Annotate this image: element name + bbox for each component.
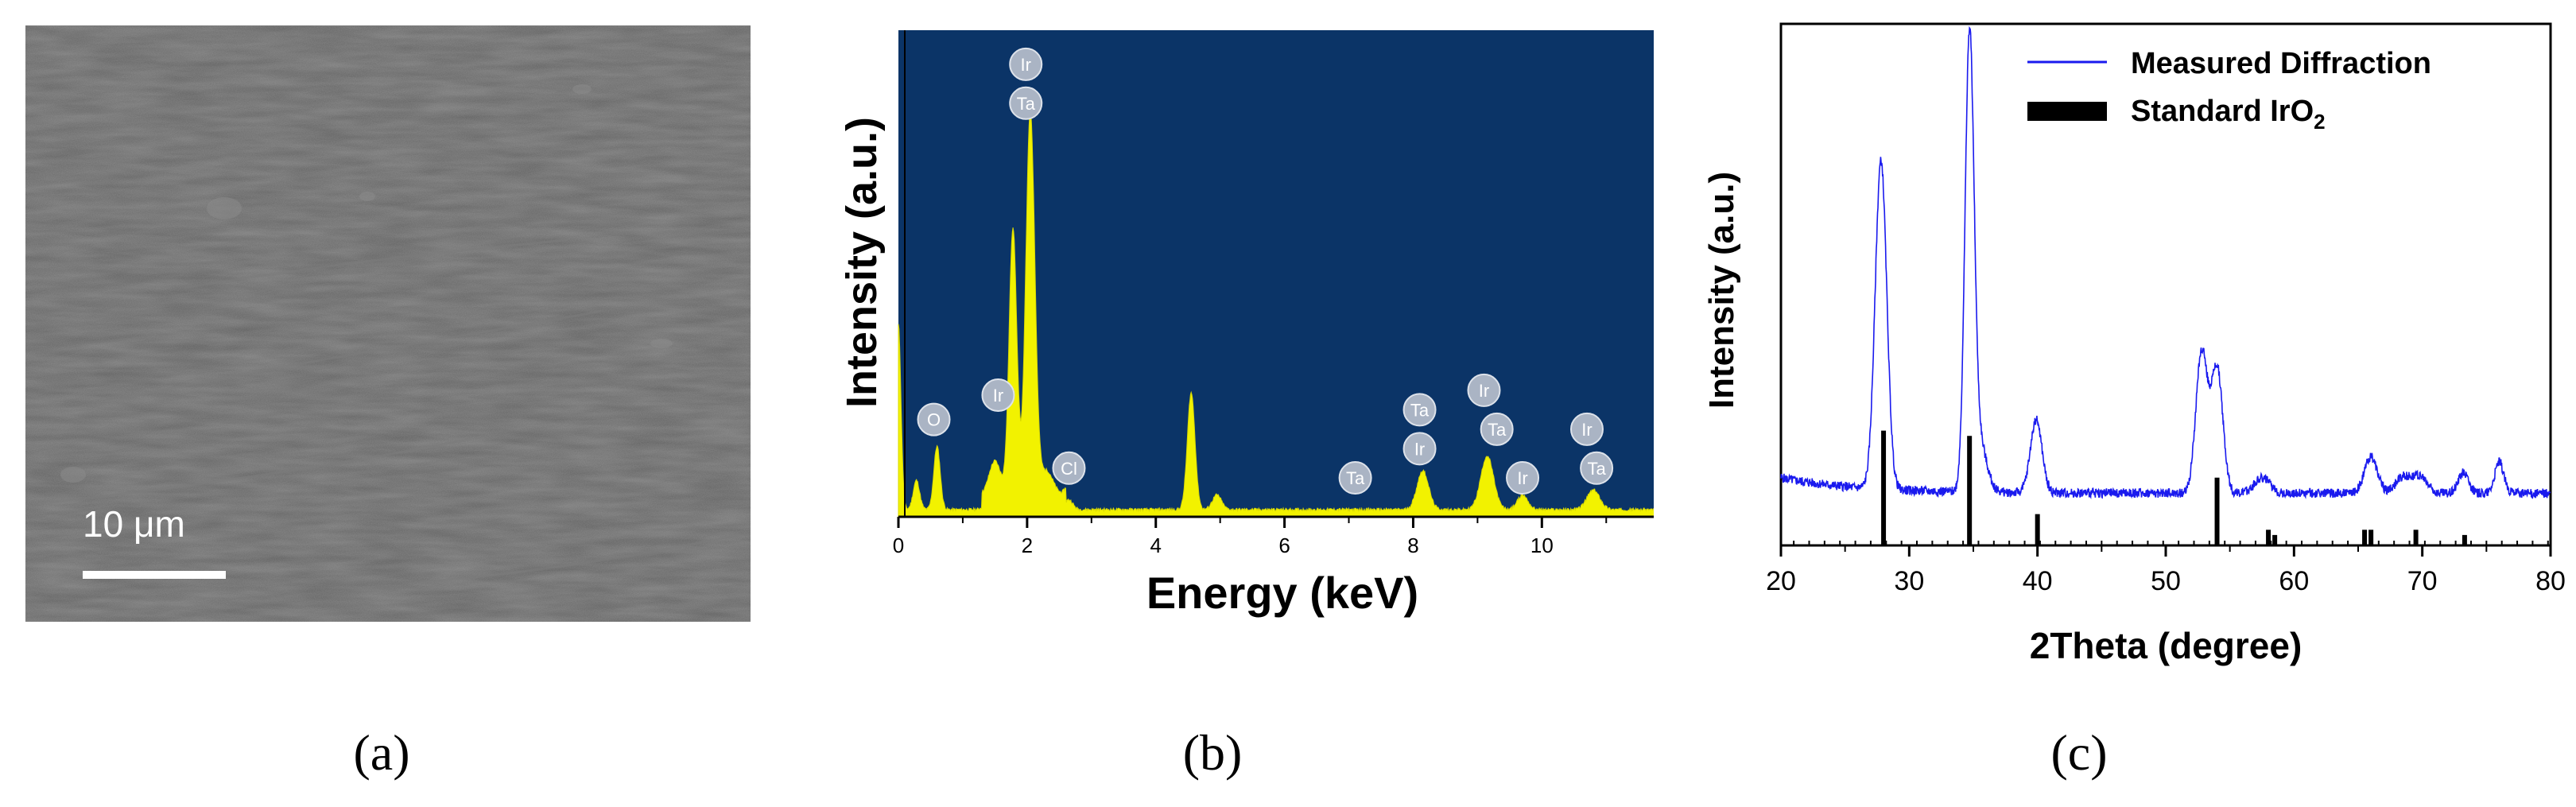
- eds-label-circle: [1052, 451, 1086, 485]
- eds-label-circle: [1338, 461, 1372, 495]
- eds-element-label: Ta: [1402, 393, 1437, 427]
- eds-label-circle: [1580, 451, 1614, 485]
- eds-label-text: Ir: [1581, 420, 1592, 440]
- eds-label-text: Ta: [1488, 420, 1507, 440]
- eds-label-circle: [1467, 373, 1501, 407]
- scale-bar: [83, 571, 226, 579]
- eds-label-text: Ta: [1017, 94, 1036, 114]
- eds-label-text: Ir: [1414, 439, 1425, 459]
- xrd-y-axis-label: Intensity (a.u.): [1702, 172, 1741, 409]
- eds-label-text: Ir: [1517, 468, 1527, 488]
- eds-label-circle: [1569, 412, 1604, 446]
- eds-label-text: Ta: [1587, 459, 1606, 479]
- eds-element-label: Ir: [1467, 373, 1501, 407]
- eds-x-tick-label: 8: [1407, 533, 1418, 557]
- eds-x-tick-label: 10: [1530, 533, 1554, 557]
- xrd-x-tick-label: 80: [2535, 566, 2566, 596]
- scale-bar-label: 10 μm: [83, 503, 185, 545]
- eds-element-label: Ta: [1009, 86, 1043, 120]
- sem-texture: [25, 25, 751, 622]
- eds-label-circle: [1402, 393, 1437, 427]
- legend-label-standard: Standard IrO2: [2131, 95, 2326, 134]
- eds-element-label: Ta: [1338, 461, 1372, 495]
- eds-label-circle: [1402, 432, 1437, 466]
- xrd-x-tick-label: 50: [2151, 566, 2181, 596]
- caption-b: (b): [1182, 724, 1243, 781]
- xrd-x-tick-label: 60: [2279, 566, 2309, 596]
- eds-x-tick-label: 4: [1150, 533, 1161, 557]
- eds-label-text: Ta: [1346, 468, 1365, 488]
- eds-label-circle: [1506, 461, 1540, 495]
- eds-label-text: Cl: [1061, 459, 1077, 479]
- xrd-x-tick-label: 40: [2023, 566, 2053, 596]
- eds-element-label: Ir: [1009, 47, 1043, 81]
- eds-label-text: Ta: [1410, 400, 1430, 420]
- eds-spectrum-area: [898, 109, 1654, 518]
- eds-label-circle: [1480, 412, 1514, 446]
- eds-element-label: O: [917, 402, 951, 436]
- legend-label-standard-sub: 2: [2314, 110, 2325, 134]
- eds-element-label: Ta: [1480, 412, 1514, 446]
- eds-label-circle: [917, 402, 951, 436]
- eds-label-circle: [981, 378, 1015, 412]
- eds-label-circle: [1009, 47, 1043, 81]
- legend-label-measured: Measured Diffraction: [2131, 47, 2431, 80]
- eds-element-label: Ir: [1569, 412, 1604, 446]
- xrd-marks: [1780, 25, 2551, 545]
- eds-label-circle: [1009, 86, 1043, 120]
- eds-marks: O Ir Ir Ta Cl Ta Ta Ir Ir Ta Ir Ir Ta: [898, 30, 1654, 518]
- xrd-plot-frame: [1779, 22, 2552, 547]
- eds-x-tick-label: 6: [1278, 533, 1290, 557]
- eds-y-axis-label: Intensity (a.u.): [838, 117, 886, 408]
- legend-swatch-standard: [2027, 102, 2107, 121]
- xrd-legend: Measured Diffraction Standard IrO2: [2027, 47, 2431, 134]
- eds-label-text: Ir: [1021, 55, 1031, 75]
- eds-label-text: O: [927, 410, 941, 430]
- eds-x-tick-label: 2: [1022, 533, 1033, 557]
- eds-label-text: Ir: [993, 386, 1003, 405]
- xrd-x-tick-label: 20: [1766, 566, 1796, 596]
- eds-element-label: Cl: [1052, 451, 1086, 485]
- xrd-x-axis-label: 2Theta (degree): [2030, 625, 2302, 666]
- eds-ticks: 0 2 4 6 8 10: [893, 517, 1608, 557]
- xrd-ticks: 20 30 40 50 60 70 80: [1766, 545, 2566, 596]
- caption-c: (c): [2050, 724, 2108, 781]
- xrd-measured-line: [1780, 25, 2551, 500]
- xrd-chart: 20 30 40 50 60 70 80 Intensity (a.u.) 2Theta (…: [1702, 22, 2566, 666]
- eds-element-label: Ir: [981, 378, 1015, 412]
- eds-element-label: Ir: [1402, 432, 1437, 466]
- eds-x-axis-label: Energy (keV): [1146, 568, 1418, 618]
- xrd-x-tick-label: 30: [1894, 566, 1924, 596]
- caption-a: (a): [353, 724, 410, 781]
- eds-chart: Intensity (a.u.) O Ir Ir Ta Cl Ta Ta Ir Ir Ta Ir Ir…: [838, 30, 1654, 618]
- eds-x-tick-label: 0: [893, 533, 904, 557]
- eds-element-label: Ta: [1580, 451, 1614, 485]
- eds-label-text: Ir: [1479, 381, 1489, 401]
- legend-label-standard-text: Standard IrO: [2131, 95, 2314, 128]
- eds-element-label: Ir: [1506, 461, 1540, 495]
- xrd-x-tick-label: 70: [2407, 566, 2438, 596]
- sem-image: 10 μm: [25, 25, 751, 622]
